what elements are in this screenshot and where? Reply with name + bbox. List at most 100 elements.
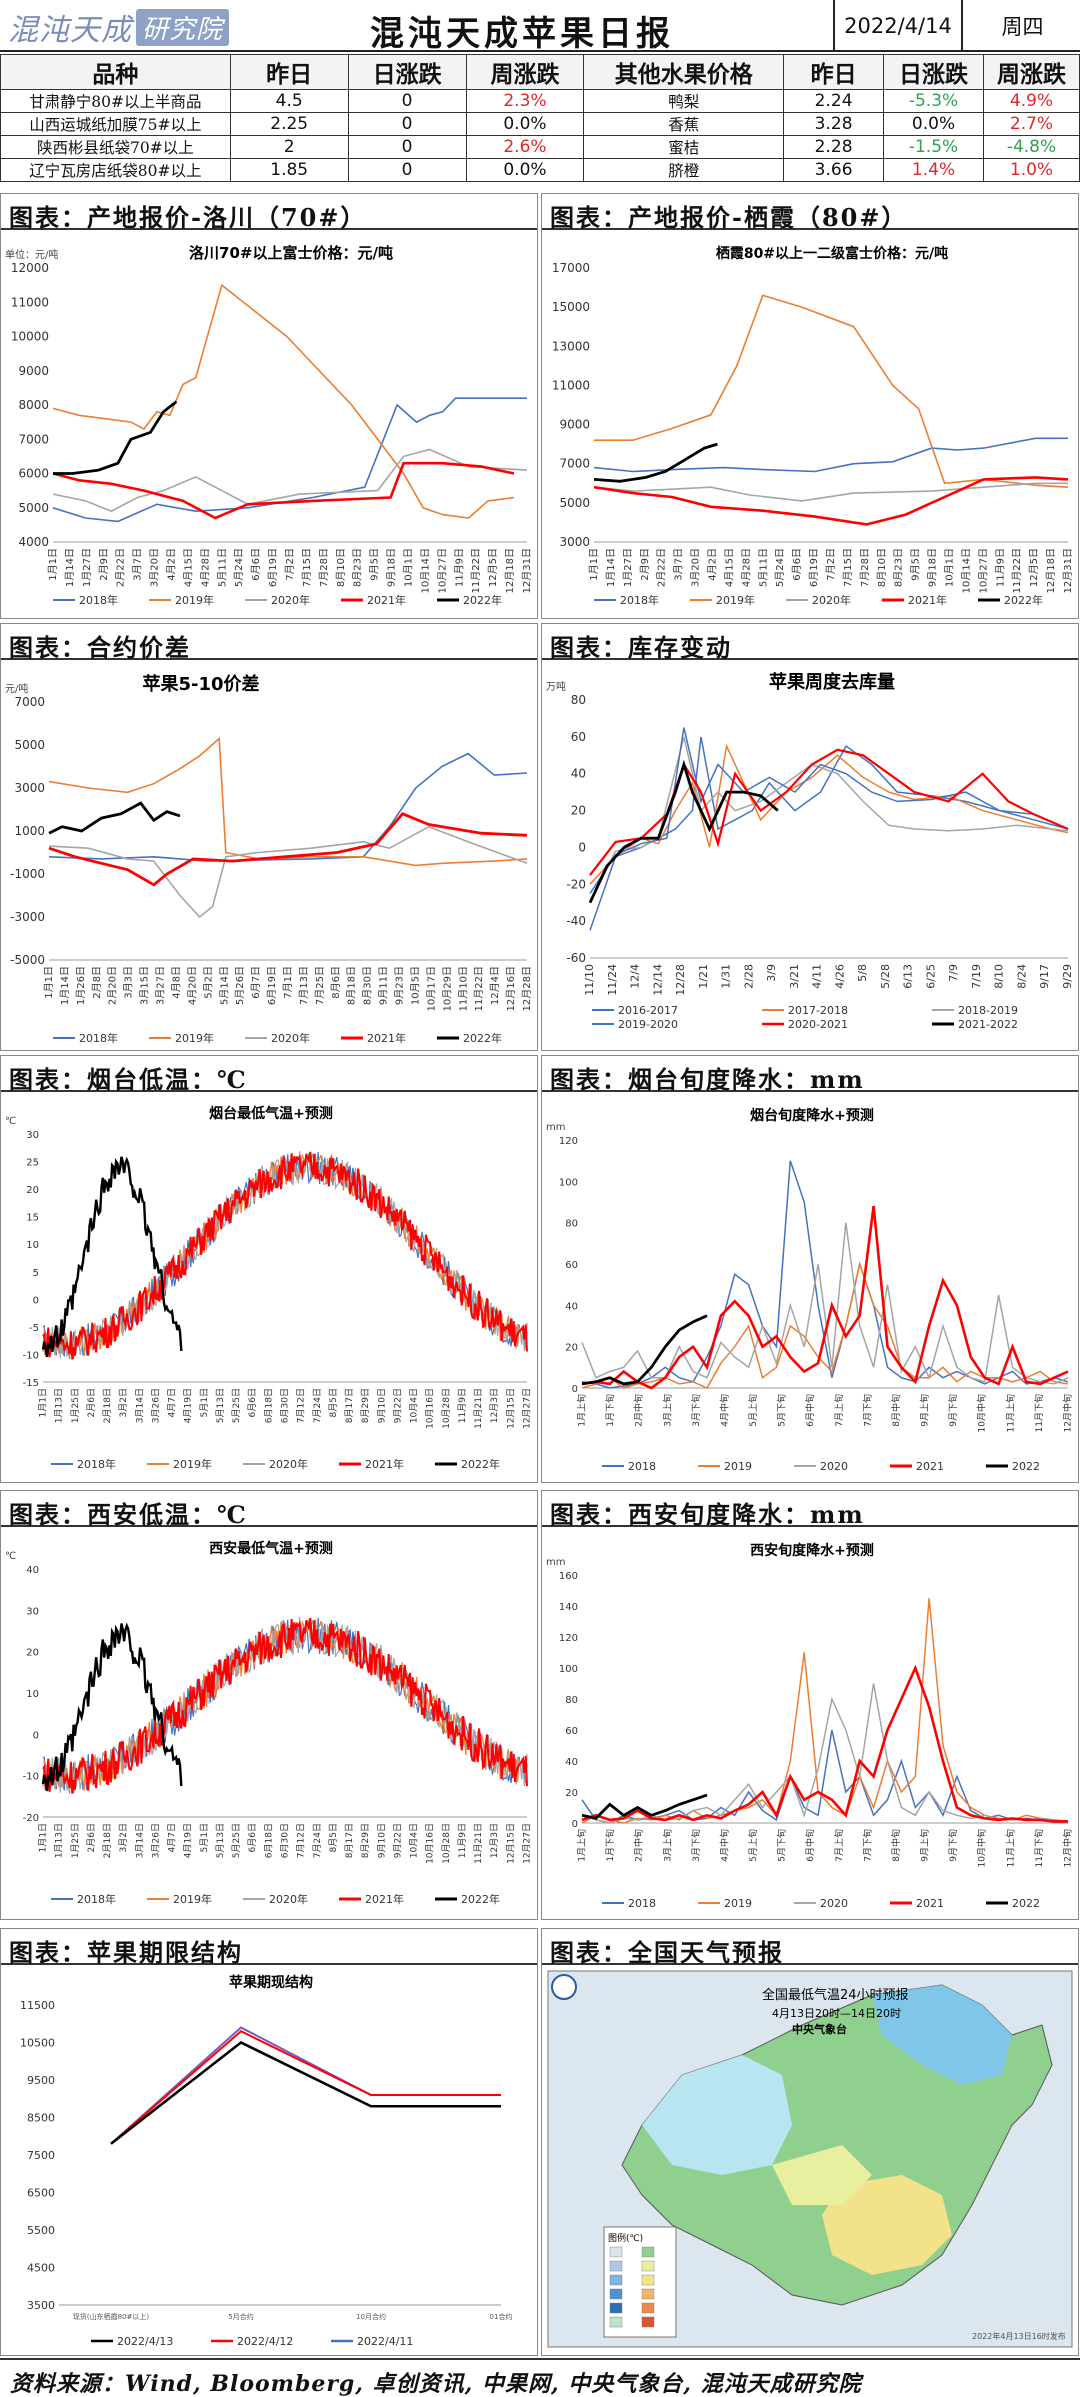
legend-label: 2018 — [628, 1460, 656, 1473]
x-tick-label: 8月5日 — [328, 1388, 339, 1417]
x-tick-label: 4月28日 — [740, 548, 752, 587]
legend-label: 2022/4/12 — [237, 2335, 293, 2348]
table-cell: 2.25 — [229, 112, 349, 136]
table-cell: 辽宁瓦房店纸袋80#以上 — [0, 158, 231, 182]
y-tick-label: 7000 — [559, 457, 590, 471]
series-line — [589, 736, 1069, 904]
x-tick-label: 11月上旬 — [1004, 1829, 1016, 1867]
x-tick-label: 2月9日 — [98, 548, 110, 581]
x-tick-label: 9/29 — [1061, 964, 1074, 989]
x-tick-label: 3月2日 — [118, 1388, 129, 1417]
x-tick-label: 9月5日 — [369, 548, 381, 581]
x-tick-label: 12月27日 — [522, 1388, 533, 1429]
x-tick-label: 10月14日 — [419, 548, 431, 593]
section-title: 图表：烟台低温：℃ — [1, 1056, 537, 1094]
x-tick-label: 11月下旬 — [1033, 1394, 1045, 1432]
x-tick-label: 2月中旬 — [633, 1394, 645, 1427]
series-line — [42, 1617, 528, 1794]
y-tick-label: 10 — [26, 1689, 39, 1700]
legend-label: 2022年 — [461, 1457, 500, 1471]
x-tick-label: 12月4日 — [489, 966, 501, 1005]
chart-inventory: 苹果周度去库量 万吨 -60 -40 -20 0 20 40 60 80 11/10 11/24 12/… — [542, 660, 1078, 1048]
x-tick-label: 10月5日 — [409, 966, 421, 1005]
map-agency: 中央气象台 — [792, 2022, 847, 2036]
x-tick-label: 3月下旬 — [690, 1829, 702, 1862]
x-tick-label: 10月16日 — [425, 1823, 436, 1864]
x-tick-label: 11/10 — [583, 964, 596, 996]
y-tick-label: 6500 — [27, 2187, 55, 2200]
y-tick-label: 30 — [26, 1130, 39, 1141]
y-tick-label: 20 — [26, 1185, 39, 1196]
report-header: 混沌天成 研究院 混沌天成苹果日报 2022/4/14 周四 — [0, 0, 1080, 54]
chart-bg — [542, 230, 1078, 616]
section-inventory: 图表：库存变动 苹果周度去库量 万吨 -60 -40 -20 0 20 40 60 80 11/10… — [541, 623, 1079, 1051]
x-tick-label: 11月22日 — [1011, 548, 1023, 593]
x-tick-label: 1月1日 — [38, 1388, 49, 1417]
table-cell: 1.85 — [229, 158, 349, 182]
table-row: 甘肃静宁80#以上半商品 4.5 0 2.3% 鸭梨 2.24 -5.3% 4.9% — [0, 89, 1080, 113]
legend-label: 2021年 — [367, 1031, 406, 1045]
chart-unit: 元/吨 — [5, 682, 28, 695]
x-tick-label: 11月22日 — [470, 548, 482, 593]
x-tick-label: 11月下旬 — [1033, 1829, 1045, 1867]
chart-unit: 万吨 — [546, 680, 566, 693]
x-tick-label: 7月12日 — [296, 1388, 307, 1423]
x-tick-label: 2月18日 — [102, 1823, 113, 1858]
x-tick-label: 4/26 — [833, 964, 846, 989]
legend-label: 2021 — [916, 1460, 944, 1473]
x-tick-label: 3/21 — [788, 964, 801, 989]
series-line — [581, 1160, 1069, 1389]
section-weather: 图表：全国天气预报 全国最低气温24小时预报 4月13日20时—14日20时 中… — [541, 1928, 1079, 2356]
x-tick-label: 7月25日 — [314, 966, 326, 1005]
y-tick-label: 17000 — [552, 261, 590, 275]
x-tick-label: 3月15日 — [139, 966, 151, 1005]
x-tick-label: 3月上旬 — [661, 1394, 673, 1427]
chart-qixia: 栖霞80#以上一二级富士价格：元/吨 3000 5000 7000 9000 11000 1… — [542, 230, 1078, 616]
col-header: 日涨跌 — [347, 54, 467, 90]
x-tick-label: 11月9日 — [457, 1823, 468, 1858]
map-cold-region-northeast — [872, 1985, 1012, 2085]
legend-label: 2017-2018 — [788, 1004, 848, 1017]
x-tick-label: 7月2日 — [284, 548, 296, 581]
x-tick-label: 7月下旬 — [861, 1829, 873, 1862]
x-tick-label: 10月14日 — [960, 548, 972, 593]
y-tick-label: 160 — [559, 1571, 578, 1582]
x-tick-label: 12月15日 — [505, 1388, 516, 1429]
x-tick-label: 10月28日 — [441, 1388, 452, 1429]
y-tick-label: 11500 — [20, 1999, 55, 2012]
y-tick-label: 40 — [565, 1301, 578, 1312]
y-tick-label: 11000 — [552, 378, 590, 392]
legend-label: 2022 — [1012, 1897, 1040, 1910]
weather-map: 全国最低气温24小时预报 4月13日20时—14日20时 中央气象台 图例(℃)… — [542, 1965, 1078, 2353]
col-header: 品种 — [0, 54, 231, 90]
col-header: 其他水果价格 — [583, 54, 785, 90]
legend-label: 2020 — [820, 1897, 848, 1910]
y-tick-label: 8500 — [27, 2112, 55, 2125]
x-tick-label: 1月26日 — [75, 966, 87, 1005]
chart-yantai-rain: 烟台旬度降水+预测 mm 0 20 40 60 80 100 120 1月上旬 1月下旬 2月中旬 3月… — [542, 1092, 1078, 1480]
y-tick-label: 25 — [26, 1158, 39, 1169]
legend-label: 2018年 — [79, 593, 118, 607]
legend-label: 2019年 — [173, 1457, 212, 1471]
x-tick-label: 8月中旬 — [890, 1829, 902, 1862]
legend-label: 2021年 — [367, 593, 406, 607]
table-cell: 2.24 — [783, 89, 885, 113]
table-cell: 2.6% — [465, 135, 585, 159]
x-tick-label: 12/28 — [674, 964, 687, 996]
col-header: 昨日 — [229, 54, 349, 90]
y-tick-label: 100 — [559, 1177, 578, 1188]
legend-swatch — [641, 2288, 655, 2300]
section-title: 图表：全国天气预报 — [542, 1929, 1078, 1967]
series-line — [52, 283, 515, 519]
x-tick-label: 1/21 — [697, 964, 710, 989]
x-tick-label: 3月14日 — [134, 1823, 145, 1858]
x-tick-label: 11月上旬 — [1004, 1394, 1016, 1432]
x-tick-label: 4月2日 — [166, 548, 178, 581]
chart-title: 苹果期现结构 — [229, 1974, 313, 1991]
y-tick-label: 3000 — [14, 781, 45, 795]
x-tick-label: 3月7日 — [673, 548, 685, 581]
x-tick-label: 6月18日 — [263, 1823, 274, 1858]
x-tick-label: 10月1日 — [944, 548, 956, 587]
legend-label: 2016-2017 — [618, 1004, 678, 1017]
x-tick-label: 5/28 — [879, 964, 892, 989]
